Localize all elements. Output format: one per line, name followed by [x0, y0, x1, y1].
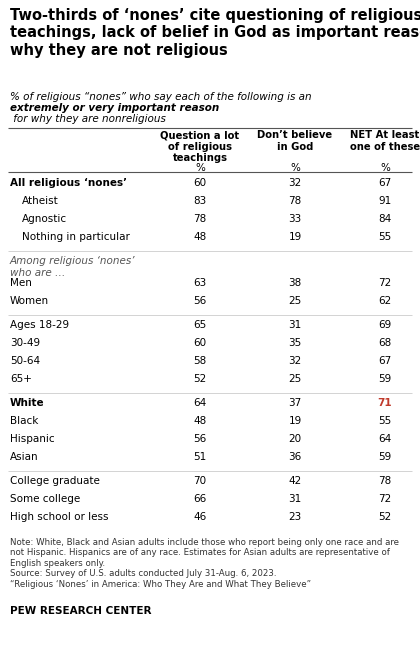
Text: 78: 78 — [378, 476, 391, 486]
Text: 65+: 65+ — [10, 374, 32, 384]
Text: 64: 64 — [193, 398, 207, 408]
Text: 71: 71 — [378, 398, 392, 408]
Text: 91: 91 — [378, 196, 391, 206]
Text: %: % — [290, 163, 300, 173]
Text: College graduate: College graduate — [10, 476, 100, 486]
Text: 32: 32 — [289, 178, 302, 188]
Text: 84: 84 — [378, 214, 391, 224]
Text: 60: 60 — [194, 338, 207, 348]
Text: for why they are nonreligious: for why they are nonreligious — [10, 114, 166, 124]
Text: Two-thirds of ‘nones’ cite questioning of religious
teachings, lack of belief in: Two-thirds of ‘nones’ cite questioning o… — [10, 8, 420, 58]
Text: 64: 64 — [378, 434, 391, 444]
Text: 52: 52 — [193, 374, 207, 384]
Text: NET At least
one of these: NET At least one of these — [350, 130, 420, 152]
Text: 72: 72 — [378, 278, 391, 288]
Text: 70: 70 — [194, 476, 207, 486]
Text: Men: Men — [10, 278, 32, 288]
Text: 19: 19 — [289, 416, 302, 426]
Text: 36: 36 — [289, 452, 302, 462]
Text: 60: 60 — [194, 178, 207, 188]
Text: 42: 42 — [289, 476, 302, 486]
Text: Nothing in particular: Nothing in particular — [22, 232, 130, 242]
Text: 72: 72 — [378, 494, 391, 504]
Text: 37: 37 — [289, 398, 302, 408]
Text: 50-64: 50-64 — [10, 356, 40, 366]
Text: 25: 25 — [289, 296, 302, 306]
Text: 69: 69 — [378, 320, 391, 330]
Text: 46: 46 — [193, 512, 207, 522]
Text: 35: 35 — [289, 338, 302, 348]
Text: All religious ‘nones’: All religious ‘nones’ — [10, 178, 127, 188]
Text: Note: White, Black and Asian adults include those who report being only one race: Note: White, Black and Asian adults incl… — [10, 538, 399, 589]
Text: 31: 31 — [289, 494, 302, 504]
Text: 19: 19 — [289, 232, 302, 242]
Text: White: White — [10, 398, 45, 408]
Text: 58: 58 — [193, 356, 207, 366]
Text: Agnostic: Agnostic — [22, 214, 67, 224]
Text: 31: 31 — [289, 320, 302, 330]
Text: 56: 56 — [193, 296, 207, 306]
Text: 59: 59 — [378, 374, 391, 384]
Text: High school or less: High school or less — [10, 512, 108, 522]
Text: 55: 55 — [378, 232, 391, 242]
Text: % of religious “nones” who say each of the following is an: % of religious “nones” who say each of t… — [10, 92, 315, 102]
Text: 78: 78 — [289, 196, 302, 206]
Text: Don’t believe
in God: Don’t believe in God — [257, 130, 333, 152]
Text: 68: 68 — [378, 338, 391, 348]
Text: 52: 52 — [378, 512, 391, 522]
Text: Asian: Asian — [10, 452, 39, 462]
Text: 25: 25 — [289, 374, 302, 384]
Text: 65: 65 — [193, 320, 207, 330]
Text: 20: 20 — [289, 434, 302, 444]
Text: 56: 56 — [193, 434, 207, 444]
Text: Atheist: Atheist — [22, 196, 59, 206]
Text: 51: 51 — [193, 452, 207, 462]
Text: 32: 32 — [289, 356, 302, 366]
Text: 62: 62 — [378, 296, 391, 306]
Text: 48: 48 — [193, 416, 207, 426]
Text: %: % — [380, 163, 390, 173]
Text: 83: 83 — [193, 196, 207, 206]
Text: 63: 63 — [193, 278, 207, 288]
Text: Women: Women — [10, 296, 49, 306]
Text: 38: 38 — [289, 278, 302, 288]
Text: extremely or very important reason: extremely or very important reason — [10, 103, 219, 113]
Text: 59: 59 — [378, 452, 391, 462]
Text: PEW RESEARCH CENTER: PEW RESEARCH CENTER — [10, 606, 152, 616]
Text: Question a lot
of religious
teachings: Question a lot of religious teachings — [160, 130, 239, 163]
Text: Black: Black — [10, 416, 38, 426]
Text: Ages 18-29: Ages 18-29 — [10, 320, 69, 330]
Text: 23: 23 — [289, 512, 302, 522]
Text: 55: 55 — [378, 416, 391, 426]
Text: 66: 66 — [193, 494, 207, 504]
Text: 33: 33 — [289, 214, 302, 224]
Text: 30-49: 30-49 — [10, 338, 40, 348]
Text: 78: 78 — [193, 214, 207, 224]
Text: Among religious ‘nones’
who are …: Among religious ‘nones’ who are … — [10, 256, 136, 278]
Text: 67: 67 — [378, 356, 391, 366]
Text: 48: 48 — [193, 232, 207, 242]
Text: Hispanic: Hispanic — [10, 434, 55, 444]
Text: Some college: Some college — [10, 494, 80, 504]
Text: %: % — [195, 163, 205, 173]
Text: 67: 67 — [378, 178, 391, 188]
